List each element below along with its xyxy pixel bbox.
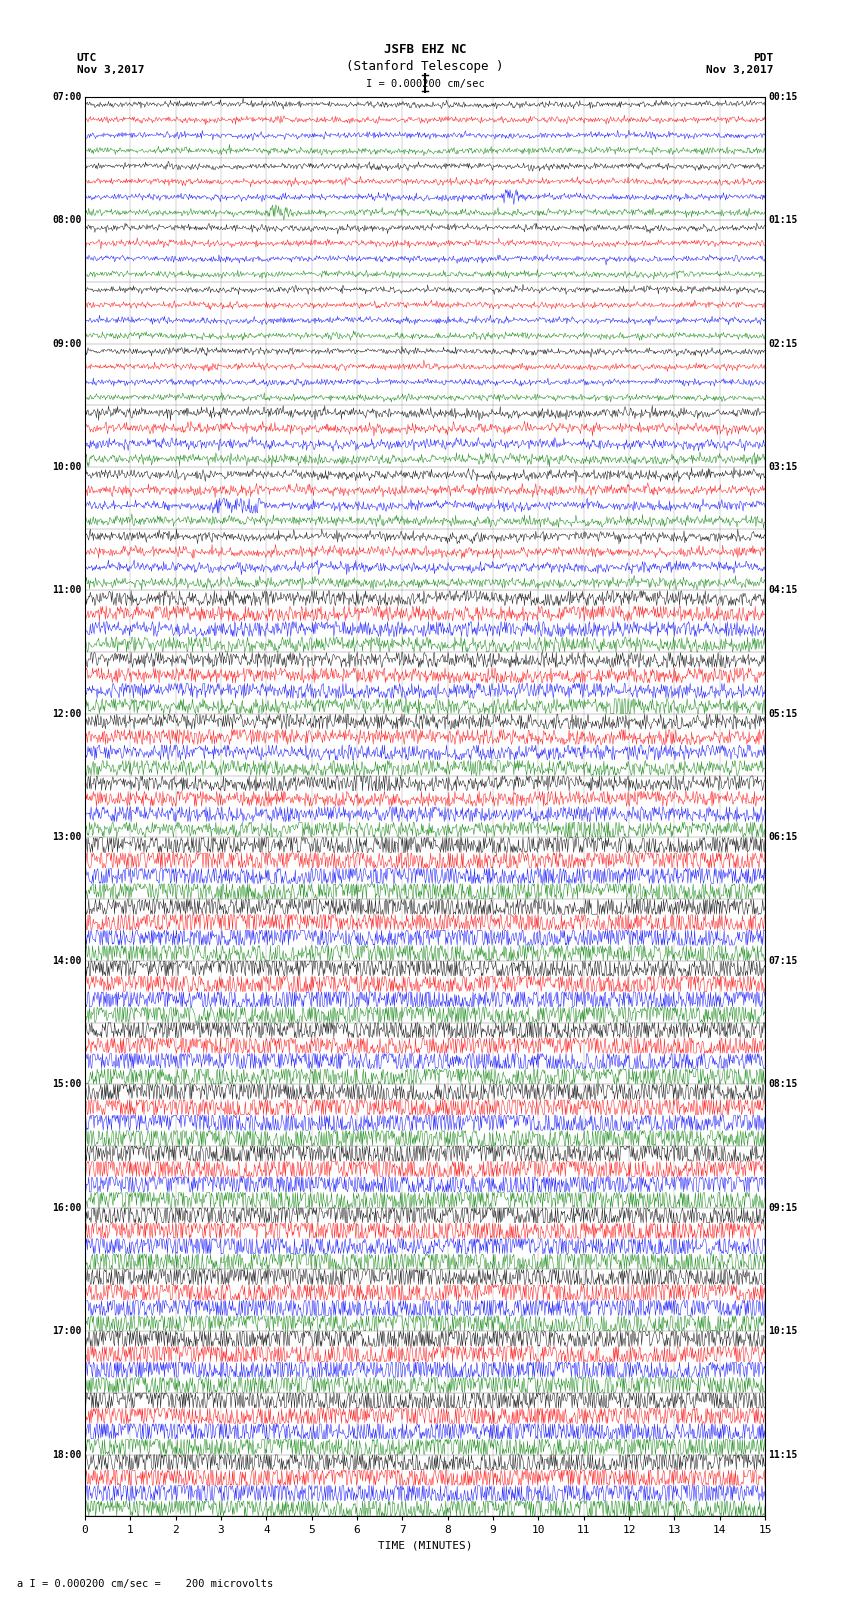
Text: a I = 0.000200 cm/sec =    200 microvolts: a I = 0.000200 cm/sec = 200 microvolts (17, 1579, 273, 1589)
Text: UTC
Nov 3,2017: UTC Nov 3,2017 (76, 53, 144, 74)
Text: 16:00: 16:00 (52, 1203, 82, 1213)
Text: 06:15: 06:15 (768, 832, 798, 842)
Text: 04:15: 04:15 (768, 586, 798, 595)
Text: 13:00: 13:00 (52, 832, 82, 842)
Text: 11:15: 11:15 (768, 1450, 798, 1460)
Text: 10:00: 10:00 (52, 461, 82, 473)
Text: 09:00: 09:00 (52, 339, 82, 348)
X-axis label: TIME (MINUTES): TIME (MINUTES) (377, 1540, 473, 1550)
Text: 18:00: 18:00 (52, 1450, 82, 1460)
Text: 11:00: 11:00 (52, 586, 82, 595)
Text: 08:00: 08:00 (52, 215, 82, 226)
Text: 12:00: 12:00 (52, 710, 82, 719)
Text: 08:15: 08:15 (768, 1079, 798, 1089)
Text: 15:00: 15:00 (52, 1079, 82, 1089)
Text: PDT
Nov 3,2017: PDT Nov 3,2017 (706, 53, 774, 74)
Text: 02:15: 02:15 (768, 339, 798, 348)
Text: 14:00: 14:00 (52, 957, 82, 966)
Text: 03:15: 03:15 (768, 461, 798, 473)
Text: 10:15: 10:15 (768, 1326, 798, 1336)
Text: JSFB EHZ NC: JSFB EHZ NC (383, 44, 467, 56)
Text: 17:00: 17:00 (52, 1326, 82, 1336)
Text: 00:15: 00:15 (768, 92, 798, 102)
Text: 01:15: 01:15 (768, 215, 798, 226)
Text: (Stanford Telescope ): (Stanford Telescope ) (346, 60, 504, 73)
Text: I = 0.000200 cm/sec: I = 0.000200 cm/sec (366, 79, 484, 89)
Text: 05:15: 05:15 (768, 710, 798, 719)
Text: 07:15: 07:15 (768, 957, 798, 966)
Text: 09:15: 09:15 (768, 1203, 798, 1213)
Text: 07:00: 07:00 (52, 92, 82, 102)
